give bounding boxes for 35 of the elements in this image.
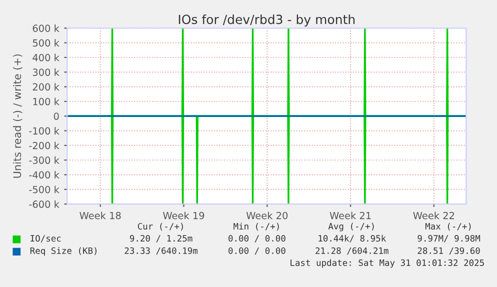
y-tick-label: 500 k: [32, 39, 60, 47]
y-tick-label: 200 k: [32, 83, 60, 91]
chart-title: IOs for /dev/rbd3 - by month: [178, 14, 355, 27]
x-tick-label: Week 21: [330, 212, 371, 220]
y-tick-label: 600 k: [32, 24, 60, 32]
text: Min (-/+): [234, 222, 279, 231]
x-tick-label: Week 18: [80, 212, 121, 220]
text: 10.44k/ 8.95k: [318, 234, 386, 242]
text: 0.00 / 0.00: [228, 235, 286, 242]
text: 9.97M/ 9.98M: [418, 235, 480, 242]
legend-label: IO/sec: [30, 235, 61, 242]
y-axis-title: Units read (-) / write (+): [13, 54, 22, 178]
text: Avg (-/+): [328, 222, 374, 232]
x-tick-label: Week 19: [163, 212, 204, 220]
text: 9.20 / 1.25m: [130, 235, 192, 242]
x-tick-label: Week 22: [413, 212, 454, 220]
y-tick-label: -200 k: [29, 142, 60, 150]
y-tick-label: -100 k: [29, 127, 60, 135]
y-tick-label: -300 k: [29, 156, 60, 164]
text: 23.33 /640.19m: [124, 247, 198, 255]
y-tick-label: -400 k: [29, 171, 60, 179]
x-tick-label: Week 20: [246, 212, 288, 220]
text: 21.28 /604.21m: [316, 247, 388, 255]
text: Max (-/+): [425, 222, 471, 231]
y-tick-label: -500 k: [29, 186, 60, 194]
text: 28.51 /39.60: [418, 247, 480, 255]
y-tick-label: -600 k: [29, 200, 60, 208]
text: Cur (-/+): [138, 222, 183, 231]
text: Last update: Sat May 31 01:01:32 2025: [290, 259, 484, 268]
y-tick-label: 0: [54, 112, 59, 120]
legend-label: Req Size (KB): [30, 247, 96, 256]
y-tick-label: 400 k: [32, 54, 60, 62]
y-tick-label: 100 k: [33, 98, 60, 106]
text: 0.00 / 0.00: [228, 247, 286, 255]
y-tick-label: 300 k: [32, 68, 60, 76]
